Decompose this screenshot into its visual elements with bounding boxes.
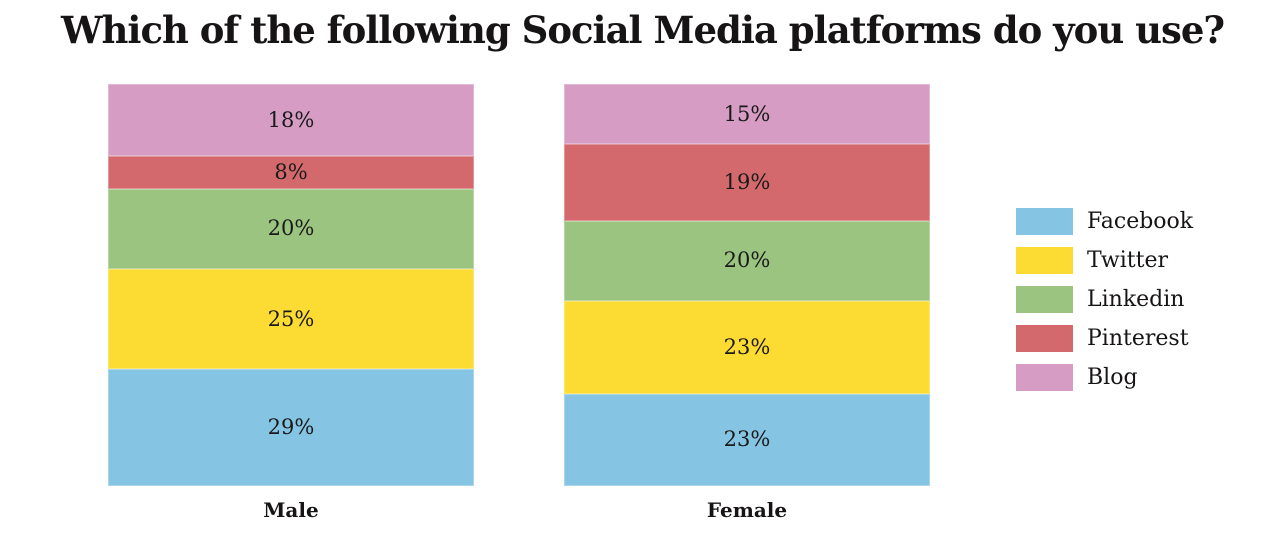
bar-segment-pinterest-female: 19% — [564, 144, 930, 221]
legend-label: Linkedin — [1087, 287, 1185, 312]
legend-item-pinterest: Pinterest — [1016, 325, 1193, 352]
category-label-female: Female — [706, 498, 788, 522]
bar-segment-twitter-male: 25% — [108, 268, 474, 370]
legend-swatch-twitter — [1016, 247, 1073, 274]
bar-segment-pinterest-male: 8% — [108, 156, 474, 189]
segment-value-label: 20% — [723, 248, 771, 273]
segment-value-label: 18% — [267, 107, 315, 132]
legend-label: Pinterest — [1087, 326, 1189, 351]
legend-label: Blog — [1087, 365, 1138, 390]
legend-label: Facebook — [1087, 209, 1194, 234]
category-label-male: Male — [263, 498, 319, 522]
legend: Facebook Twitter Linkedin Pinterest Blog — [1016, 208, 1193, 403]
segment-value-label: 23% — [723, 334, 771, 359]
segment-value-label: 20% — [267, 216, 315, 241]
chart-title: Which of the following Social Media plat… — [60, 8, 1225, 52]
legend-swatch-linkedin — [1016, 286, 1073, 313]
bar-segment-facebook-male: 29% — [108, 369, 474, 486]
stacked-bar-female: 23% 23% 20% 19% 15% — [564, 84, 930, 486]
segment-value-label: 23% — [723, 427, 771, 452]
legend-swatch-facebook — [1016, 208, 1073, 235]
legend-swatch-blog — [1016, 364, 1073, 391]
legend-swatch-pinterest — [1016, 325, 1073, 352]
legend-item-blog: Blog — [1016, 364, 1193, 391]
stacked-bar-male: 29% 25% 20% 8% 18% — [108, 84, 474, 486]
bar-segment-linkedin-female: 20% — [564, 220, 930, 302]
legend-label: Twitter — [1087, 248, 1168, 273]
segment-value-label: 25% — [267, 306, 315, 331]
bar-segment-linkedin-male: 20% — [108, 188, 474, 269]
bar-segment-blog-male: 18% — [108, 84, 474, 157]
segment-value-label: 8% — [274, 159, 308, 184]
legend-item-linkedin: Linkedin — [1016, 286, 1193, 313]
bar-segment-facebook-female: 23% — [564, 393, 930, 486]
legend-item-twitter: Twitter — [1016, 247, 1193, 274]
bar-segment-blog-female: 15% — [564, 84, 930, 145]
bar-segment-twitter-female: 23% — [564, 301, 930, 394]
segment-value-label: 29% — [267, 415, 315, 440]
legend-item-facebook: Facebook — [1016, 208, 1193, 235]
segment-value-label: 15% — [723, 101, 771, 126]
segment-value-label: 19% — [723, 170, 771, 195]
